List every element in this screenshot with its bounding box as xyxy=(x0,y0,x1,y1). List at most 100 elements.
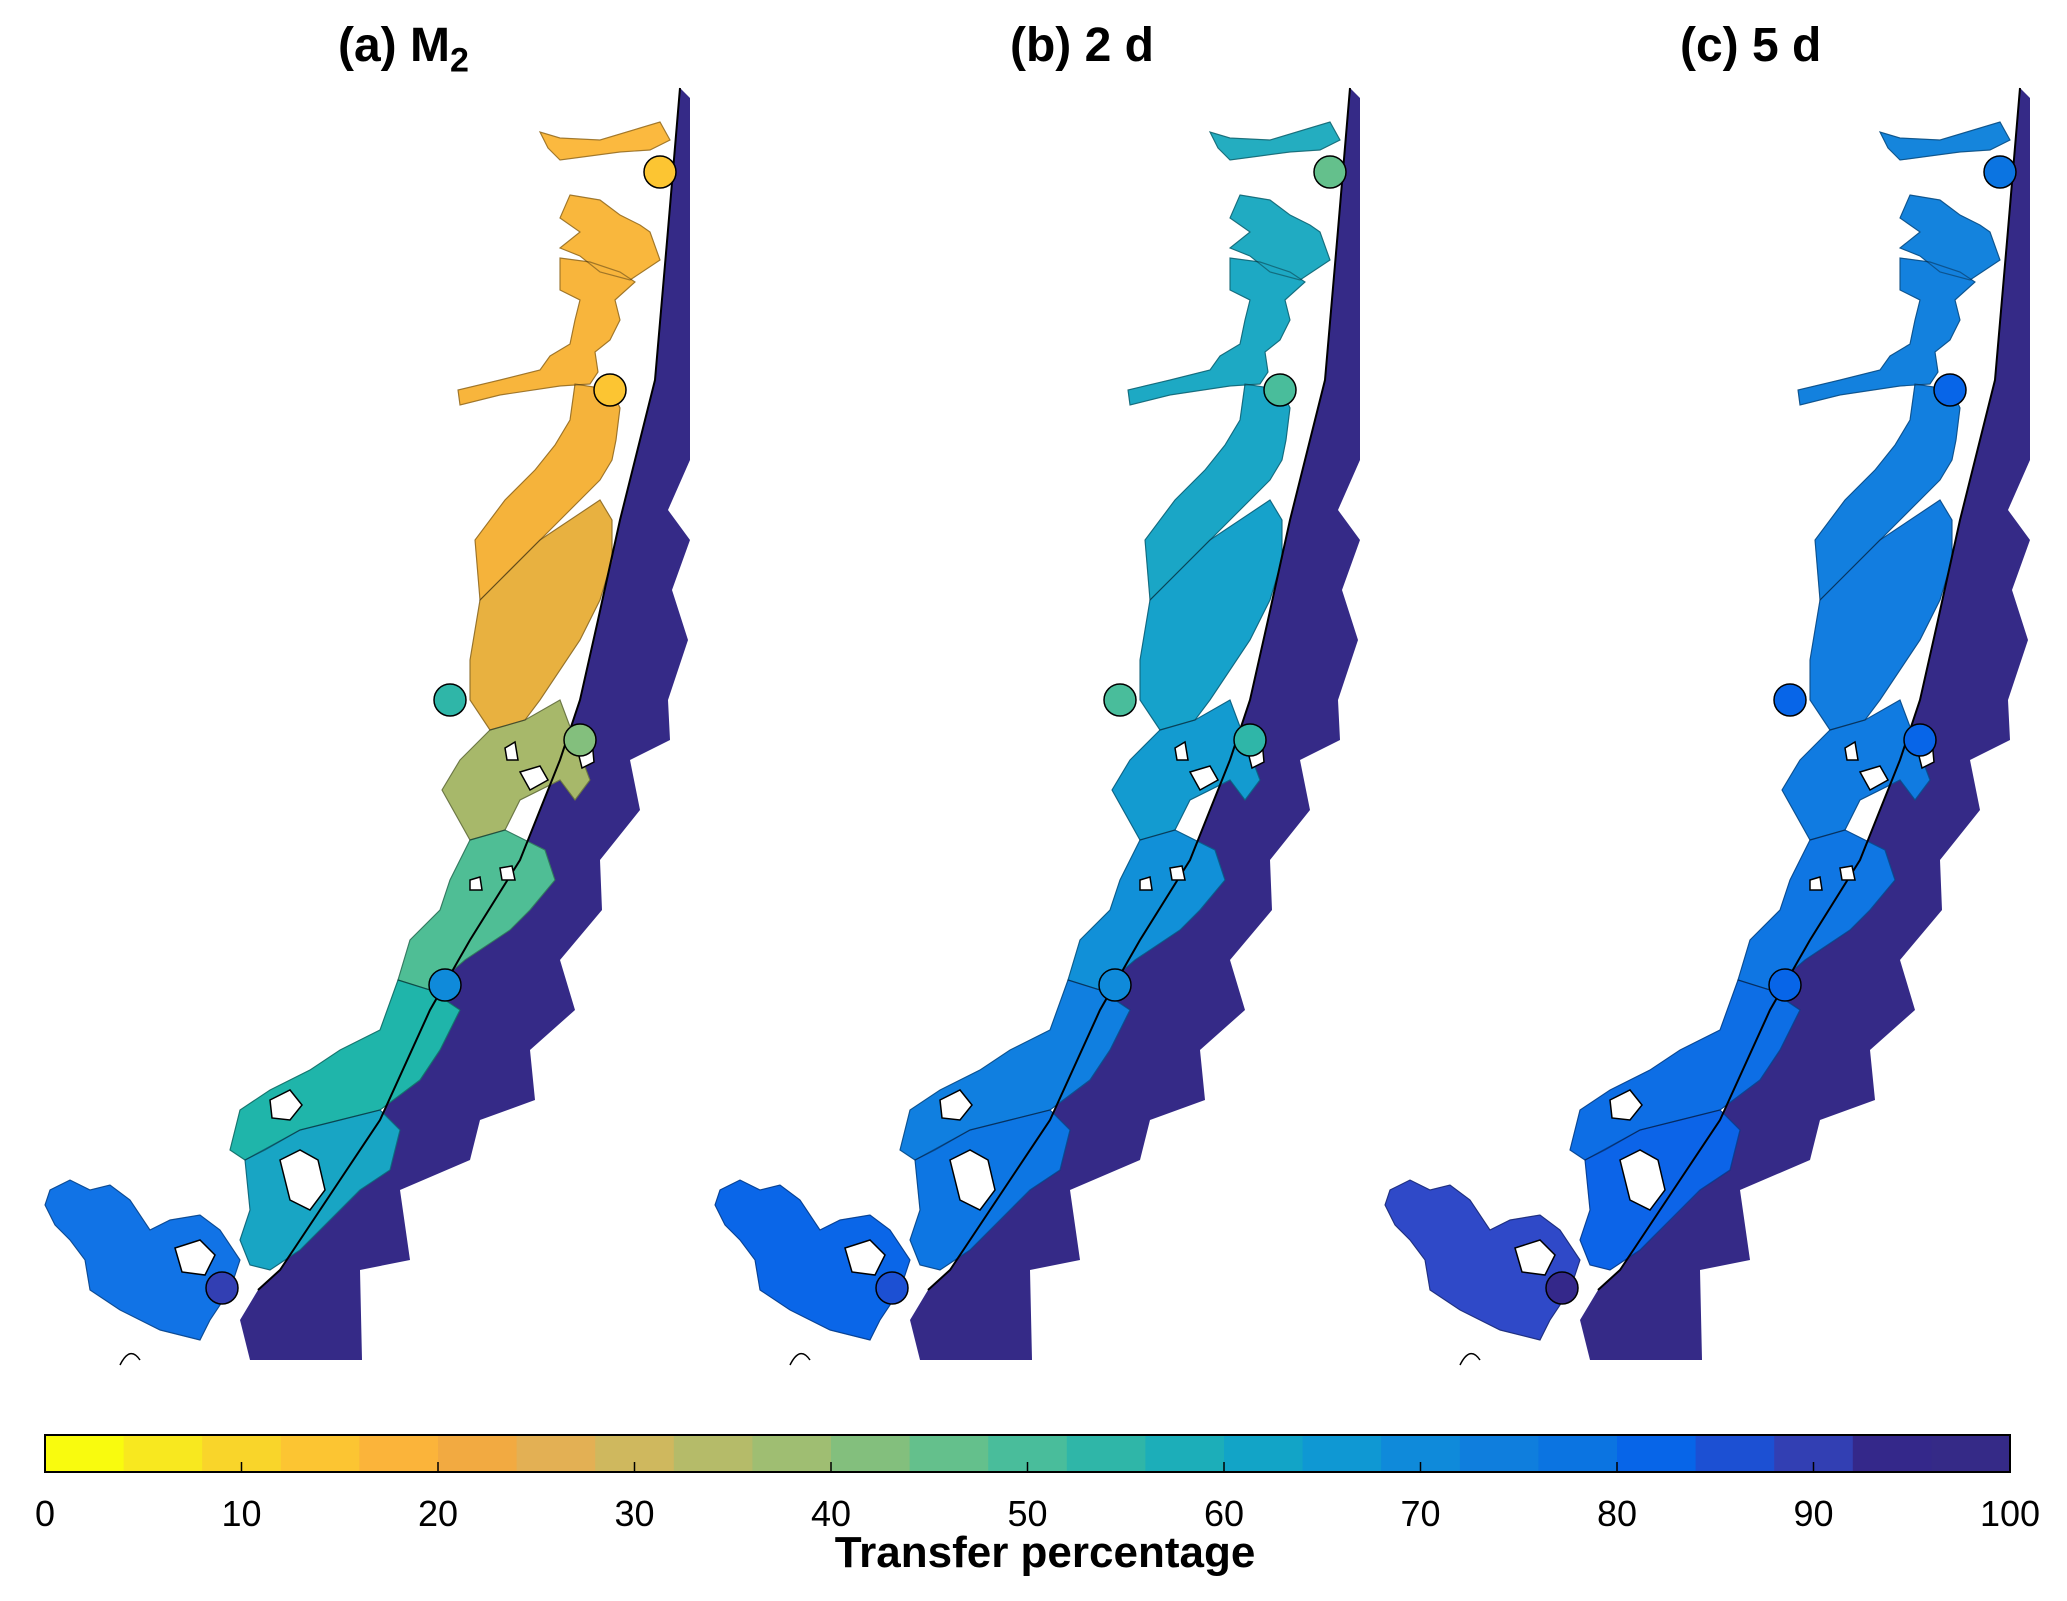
colorbar-ticks: 0 10 20 30 40 50 60 70 80 90 100 xyxy=(35,1462,2040,1534)
bay-section-7 xyxy=(1737,829,1896,991)
bay-outline-5 xyxy=(1809,499,1953,731)
bay-outline-9 xyxy=(909,1109,1071,1271)
station-marker-1 xyxy=(643,155,677,189)
station-marker-3 xyxy=(433,683,467,717)
station-marker-2 xyxy=(1263,373,1297,407)
ocean-region xyxy=(1580,88,2030,1360)
bay-outline-4 xyxy=(474,383,621,602)
island-3 xyxy=(1174,740,1189,761)
colorbar-tick-label-100: 100 xyxy=(1980,1493,2040,1534)
colorbar-frame xyxy=(44,1434,2011,1473)
panel-c-title: (c) 5 d xyxy=(1680,18,1821,73)
colorbar-tick-label-20: 20 xyxy=(418,1493,458,1534)
bay-section-3 xyxy=(457,257,636,406)
bay-outline-5 xyxy=(1139,499,1283,731)
colorbar-tick-label-90: 90 xyxy=(1793,1493,1833,1534)
colorbar-swatch-5 xyxy=(359,1435,439,1472)
bay-section-1 xyxy=(1879,121,2011,161)
colorbar-swatch-3 xyxy=(202,1435,282,1472)
bay-section-7 xyxy=(397,829,556,991)
bay-outline-8 xyxy=(899,979,1131,1161)
island-2 xyxy=(1188,765,1220,792)
bay-outline-8 xyxy=(1569,979,1801,1161)
island-7 xyxy=(279,1149,326,1211)
colorbar-tick-label-50: 50 xyxy=(1007,1493,1047,1534)
island-3 xyxy=(504,740,519,761)
ocean-region xyxy=(910,88,1360,1360)
bay-outline-3 xyxy=(457,257,636,406)
map-panel-a xyxy=(44,87,690,1366)
bay-outline-9 xyxy=(239,1109,401,1271)
bay-section-1 xyxy=(1209,121,1341,161)
station-marker-6 xyxy=(205,1271,239,1305)
barrier-coastline xyxy=(257,87,681,1291)
bay-outline-9 xyxy=(1579,1109,1741,1271)
bay-section-6 xyxy=(441,699,591,841)
bay-section-6 xyxy=(1111,699,1261,841)
bay-outline-8 xyxy=(229,979,461,1161)
colorbar-swatch-23 xyxy=(1774,1435,1854,1472)
colorbar-swatch-24 xyxy=(1852,1435,1932,1472)
map-panel-c xyxy=(1384,87,2030,1366)
colorbar-tick-label-30: 30 xyxy=(614,1493,654,1534)
colorbar-tick-label-70: 70 xyxy=(1400,1493,1440,1534)
station-marker-1 xyxy=(1313,155,1347,189)
panel-a-subscript: 2 xyxy=(449,41,469,80)
bay-section-5 xyxy=(1139,499,1283,731)
island-4 xyxy=(499,865,516,881)
colorbar-swatch-14 xyxy=(1066,1435,1146,1472)
station-marker-3 xyxy=(1103,683,1137,717)
bay-section-3 xyxy=(1797,257,1976,406)
station-marker-4 xyxy=(1233,723,1267,757)
bay-section-3 xyxy=(1127,257,1306,406)
island-2 xyxy=(518,765,550,792)
colorbar-swatch-16 xyxy=(1224,1435,1304,1472)
panel-b-label: (b) 2 d xyxy=(1010,19,1154,72)
colorbar-swatch-15 xyxy=(1145,1435,1225,1472)
island-7 xyxy=(1619,1149,1666,1211)
island-7 xyxy=(949,1149,996,1211)
colorbar-swatch-4 xyxy=(280,1435,360,1472)
bay-outline-4 xyxy=(1144,383,1291,602)
bay-section-1 xyxy=(539,121,671,161)
colorbar-tick-label-40: 40 xyxy=(811,1493,851,1534)
colorbar-swatch-6 xyxy=(438,1435,518,1472)
station-marker-1 xyxy=(1983,155,2017,189)
island-2 xyxy=(1858,765,1890,792)
bay-outline-6 xyxy=(441,699,591,841)
panel-a-title: (a) M2 xyxy=(338,18,469,81)
island-8 xyxy=(1609,1089,1643,1121)
colorbar-tick-label-0: 0 xyxy=(35,1493,55,1534)
colorbar-title: Transfer percentage xyxy=(835,1528,1256,1577)
bay-outline-1 xyxy=(1878,121,2011,161)
bay-outline-4 xyxy=(1814,383,1961,602)
colorbar-tick-label-10: 10 xyxy=(221,1493,261,1534)
colorbar-swatch-18 xyxy=(1381,1435,1461,1472)
colorbar-swatch-20 xyxy=(1538,1435,1618,1472)
colorbar-swatch-13 xyxy=(988,1435,1068,1472)
colorbar-swatch-1 xyxy=(45,1435,125,1472)
ocean-region xyxy=(240,88,690,1360)
bay-outline-1 xyxy=(1208,121,1341,161)
bay-section-5 xyxy=(1809,499,1953,731)
bay-section-6 xyxy=(1781,699,1931,841)
bay-section-5 xyxy=(469,499,613,731)
bay-outline-1 xyxy=(538,121,671,161)
station-marker-2 xyxy=(1933,373,1967,407)
island-6 xyxy=(1514,1239,1556,1276)
bay-outline-6 xyxy=(1111,699,1261,841)
bay-outline-7 xyxy=(397,829,556,991)
colorbar-swatch-8 xyxy=(595,1435,675,1472)
colorbar-tick-label-60: 60 xyxy=(1204,1493,1244,1534)
station-marker-4 xyxy=(1903,723,1937,757)
bay-outline-7 xyxy=(1737,829,1896,991)
island-5 xyxy=(1809,876,1823,891)
colorbar-tick-label-80: 80 xyxy=(1597,1493,1637,1534)
coast-fragment xyxy=(789,1352,811,1366)
station-marker-6 xyxy=(1545,1271,1579,1305)
colorbar-swatch-25 xyxy=(1931,1435,2011,1472)
panel-a-label: (a) M xyxy=(338,19,450,72)
colorbar-swatches xyxy=(45,1435,2011,1472)
colorbar-swatch-7 xyxy=(516,1435,596,1472)
barrier-coastline xyxy=(927,87,1351,1291)
